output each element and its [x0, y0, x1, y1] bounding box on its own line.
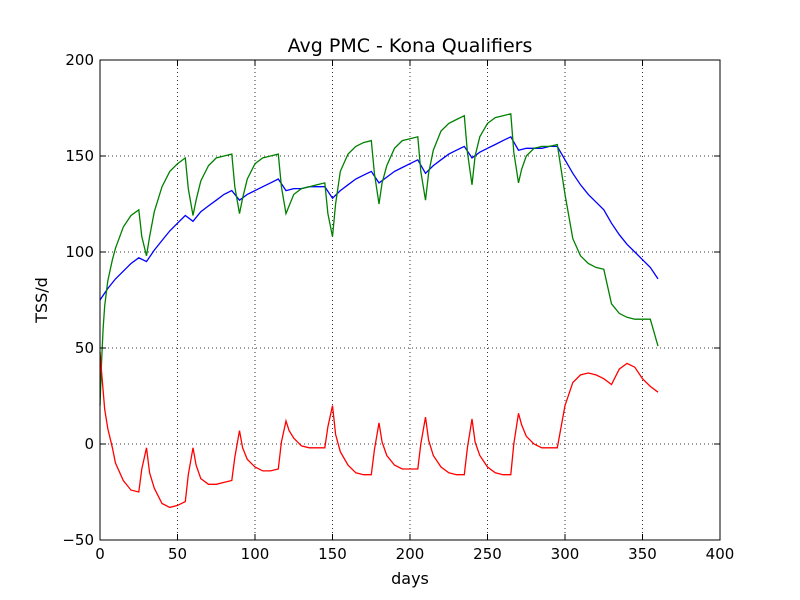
y-tick-label: 150: [65, 147, 94, 165]
y-tick-labels: −50 0 50 100 150 200: [62, 51, 94, 549]
series-line-3: [99, 351, 659, 509]
series-line-2: [99, 112, 659, 406]
y-axis-label: TSS/d: [32, 277, 51, 324]
x-tick-label: 0: [95, 545, 105, 563]
x-tick-label: 150: [318, 545, 347, 563]
x-tick-label: 200: [396, 545, 425, 563]
series-lines: [99, 112, 659, 509]
x-tick-label: 100: [241, 545, 270, 563]
grid-lines: [99, 59, 721, 541]
x-tick-label: 350: [628, 545, 657, 563]
axis-ticks: [99, 59, 721, 541]
x-tick-labels: 0 50 100 150 200 250 300 350 400: [95, 545, 734, 563]
x-tick-label: 250: [473, 545, 502, 563]
y-tick-label: 100: [65, 243, 94, 261]
y-tick-label: 0: [84, 435, 94, 453]
x-axis-label: days: [391, 569, 429, 588]
x-tick-label: 400: [706, 545, 735, 563]
x-tick-label: 50: [168, 545, 187, 563]
y-tick-label: 200: [65, 51, 94, 69]
chart-title: Avg PMC - Kona Qualifiers: [288, 35, 533, 57]
series-line-1: [99, 135, 659, 301]
x-tick-label: 300: [551, 545, 580, 563]
y-tick-label: 50: [75, 339, 94, 357]
y-tick-label: −50: [62, 531, 94, 549]
